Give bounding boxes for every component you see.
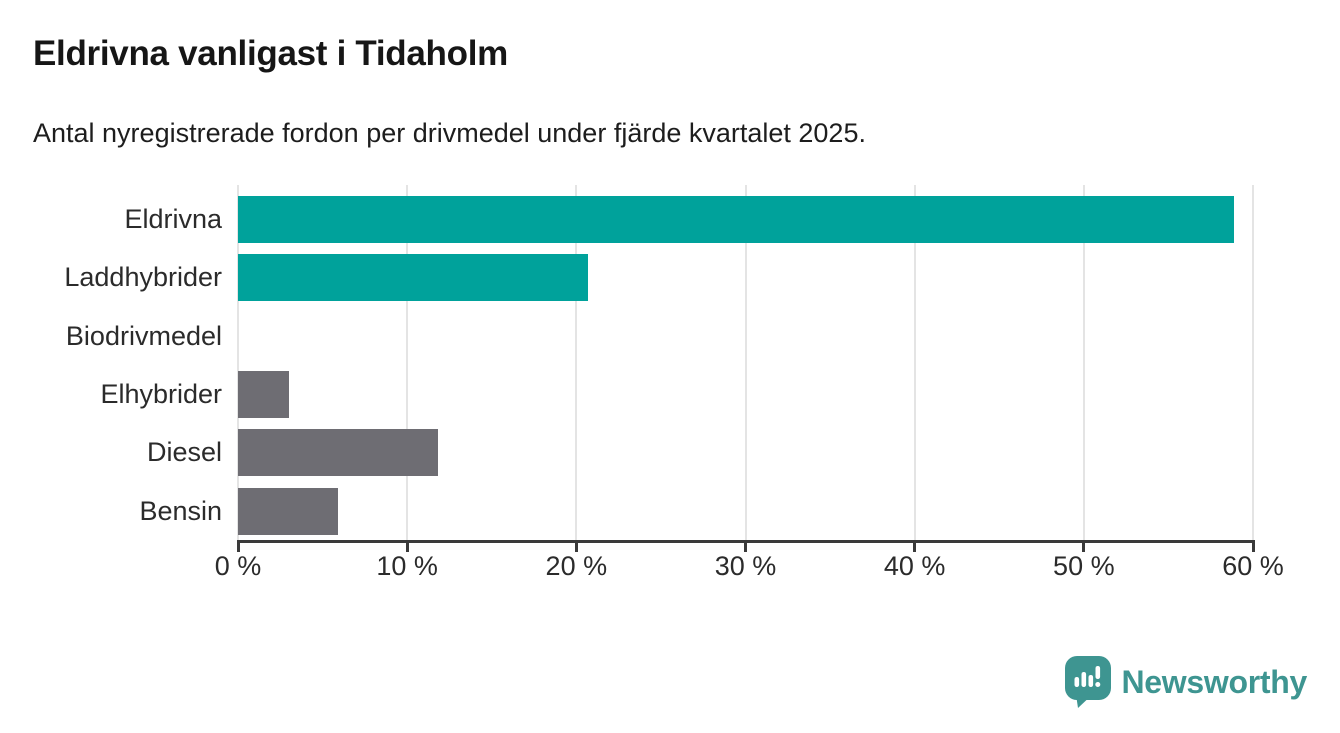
- x-axis-tick-label: 30 %: [714, 551, 777, 581]
- bar-glyph-tall: [1081, 672, 1086, 687]
- x-axis-tick-label: 10 %: [376, 551, 438, 581]
- grid-line: [237, 185, 239, 541]
- x-axis-tick-mark: [574, 543, 578, 552]
- category-label: Eldrivna: [124, 204, 222, 234]
- category-label: Elhybrider: [100, 378, 222, 409]
- x-axis-tick-mark: [236, 543, 240, 552]
- x-axis-tick-label: 20 %: [545, 551, 608, 581]
- x-axis-tick-mark: [405, 543, 409, 552]
- grid-line: [575, 185, 578, 541]
- x-axis-tick-mark: [1251, 543, 1255, 552]
- x-axis-line: [237, 540, 1255, 543]
- category-label: Bensin: [139, 495, 222, 526]
- chart-title: Eldrivna vanligast i Tidaholm: [33, 34, 508, 73]
- grid-line: [913, 185, 916, 541]
- category-label: Diesel: [146, 437, 222, 468]
- x-axis-tick-label: 40 %: [883, 551, 946, 581]
- x-axis-tick-label: 60 %: [1222, 551, 1284, 581]
- bar-diesel: [238, 429, 438, 477]
- category-label: Laddhybrider: [64, 262, 222, 293]
- chart-subtitle: Antal nyregistrerade fordon per drivmede…: [33, 118, 866, 148]
- newsworthy-logo-icon: [1064, 656, 1111, 708]
- x-axis-tick-mark: [1082, 543, 1086, 552]
- x-axis-tick-mark: [744, 543, 747, 552]
- newsworthy-logo: Newsworthy: [1064, 654, 1308, 710]
- newsworthy-logo-text: Newsworthy: [1121, 663, 1308, 700]
- bar-glyph-medium: [1088, 675, 1093, 687]
- grid-line: [1082, 185, 1085, 541]
- bar-glyph-small: [1074, 677, 1079, 687]
- grid-line: [744, 185, 747, 541]
- speech-bubble-shape: [1064, 656, 1111, 708]
- category-label: Biodrivmedel: [65, 320, 222, 351]
- bar-eldrivna: [238, 196, 1235, 243]
- bar-elhybrider: [238, 370, 289, 418]
- bar-bensin: [238, 487, 338, 535]
- x-axis-tick-label: 50 %: [1053, 551, 1115, 581]
- x-axis-tick-mark: [913, 543, 917, 552]
- exclamation-stem: [1095, 666, 1100, 679]
- x-axis-tick-label: 0 %: [214, 551, 262, 581]
- plot-area: [237, 185, 1254, 541]
- grid-line: [406, 185, 409, 541]
- bar-chart: Eldrivna Laddhybrider Biodrivmedel Elhybrid…: [0, 185, 1340, 615]
- exclamation-dot: [1094, 682, 1100, 687]
- bar-laddhybrider: [238, 254, 589, 302]
- grid-line: [1252, 185, 1254, 541]
